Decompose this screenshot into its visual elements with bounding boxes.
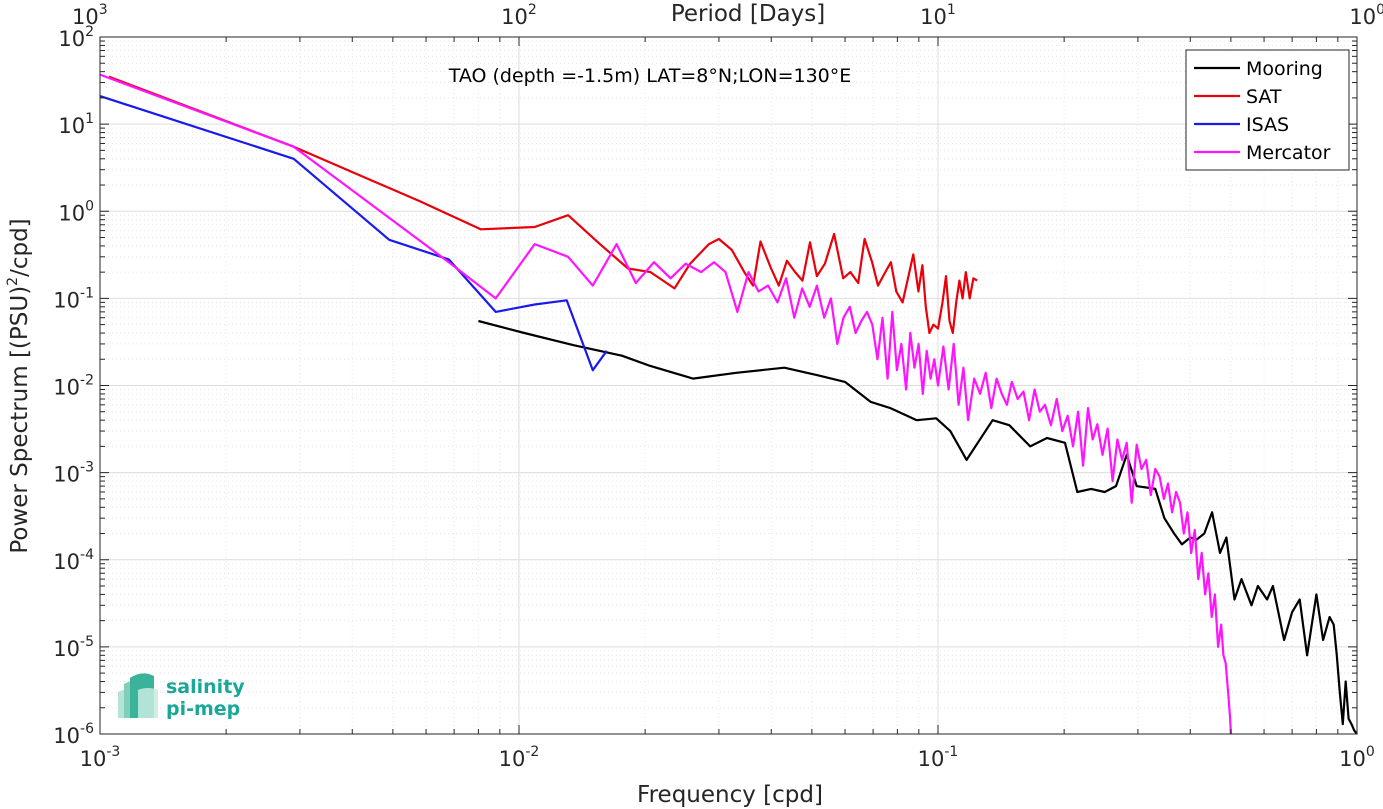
top-axis-title: Period [Days] bbox=[671, 1, 825, 27]
logo-text-line1: salinity bbox=[166, 676, 245, 698]
y-axis-title-unit: /cpd] bbox=[7, 218, 33, 277]
series-line-isas bbox=[99, 95, 608, 372]
series-layer bbox=[99, 73, 1358, 735]
x-tick-label-base: 10 bbox=[1339, 747, 1366, 771]
grid-lines bbox=[99, 37, 1357, 735]
y-tick-label-base: 10 bbox=[53, 550, 80, 574]
y-axis-title-main: Power Spectrum [(PSU) bbox=[7, 286, 33, 554]
logo-waves-icon bbox=[118, 673, 158, 718]
y-tick-label-base: 10 bbox=[53, 376, 80, 400]
y-tick-label-base: 10 bbox=[53, 724, 80, 748]
y-tick-label-base: 10 bbox=[58, 114, 85, 138]
legend-label-mooring: Mooring bbox=[1246, 58, 1323, 80]
x-tick-label-exponent: 0 bbox=[1366, 744, 1375, 760]
series-line-mercator bbox=[99, 73, 1232, 735]
y-tick-label-exponent: -4 bbox=[80, 547, 94, 563]
top-tick-label: 102 bbox=[501, 2, 537, 29]
logo-text-line2: pi-mep bbox=[166, 698, 240, 720]
x-tick-label-base: 10 bbox=[80, 747, 107, 771]
y-tick-label-base: 10 bbox=[53, 288, 80, 312]
top-tick-label: 103 bbox=[72, 2, 108, 29]
y-tick-label: 10-6 bbox=[53, 721, 94, 748]
y-tick-label-exponent: 1 bbox=[85, 111, 94, 127]
series-line-mooring bbox=[478, 319, 1358, 735]
y-axis-title: Power Spectrum [(PSU)2/cpd] bbox=[5, 218, 33, 553]
chart-title: TAO (depth =-1.5m) LAT=8°N;LON=130°E bbox=[448, 65, 852, 87]
y-tick-label-exponent: 0 bbox=[85, 198, 94, 214]
legend-box bbox=[1185, 49, 1350, 171]
top-tick-label-base: 10 bbox=[1349, 5, 1376, 29]
x-tick-label-exponent: -1 bbox=[944, 744, 958, 760]
y-axis-title-exponent: 2 bbox=[5, 277, 21, 286]
x-tick-label-base: 10 bbox=[918, 747, 945, 771]
series-line-sat bbox=[108, 75, 978, 335]
x-tick-label-exponent: -2 bbox=[525, 744, 539, 760]
y-tick-label-exponent: -2 bbox=[80, 373, 94, 389]
y-tick-label: 10-2 bbox=[53, 373, 94, 400]
top-tick-label-exponent: 3 bbox=[99, 2, 108, 18]
y-tick-label: 10-3 bbox=[53, 460, 94, 487]
top-tick-label-exponent: 0 bbox=[1376, 2, 1383, 18]
y-tick-label-base: 10 bbox=[53, 637, 80, 661]
top-tick-label: 100 bbox=[1349, 2, 1383, 29]
y-tick-label: 10-4 bbox=[53, 547, 94, 574]
top-tick-label-base: 10 bbox=[501, 5, 528, 29]
y-tick-label: 10-5 bbox=[53, 634, 94, 661]
y-tick-label-base: 10 bbox=[58, 201, 85, 225]
x-tick-label: 10-2 bbox=[499, 744, 540, 771]
axis-ticks bbox=[99, 37, 1357, 735]
top-tick-label-base: 10 bbox=[72, 5, 99, 29]
y-tick-label-exponent: 2 bbox=[85, 24, 94, 40]
y-tick-label: 102 bbox=[58, 24, 94, 51]
x-tick-label: 10-1 bbox=[918, 744, 959, 771]
x-tick-label-exponent: -3 bbox=[106, 744, 120, 760]
salinity-pi-mep-logo: salinity pi-mep bbox=[118, 673, 245, 720]
x-tick-label-base: 10 bbox=[499, 747, 526, 771]
top-tick-label-base: 10 bbox=[920, 5, 947, 29]
legend: Mooring SAT ISAS Mercator bbox=[1185, 49, 1350, 171]
y-tick-label: 100 bbox=[58, 198, 94, 225]
y-tick-label-exponent: -1 bbox=[80, 285, 94, 301]
x-axis-title: Frequency [cpd] bbox=[637, 782, 823, 808]
x-tick-label: 100 bbox=[1339, 744, 1375, 771]
top-tick-label: 101 bbox=[920, 2, 956, 29]
y-tick-label: 10-1 bbox=[53, 285, 94, 312]
y-tick-label-exponent: -3 bbox=[80, 460, 94, 476]
tick-labels: 10-3 10-2 10-1 10010-610-510-410-310-210-11… bbox=[53, 2, 1383, 771]
y-tick-label: 101 bbox=[58, 111, 94, 138]
legend-label-sat: SAT bbox=[1246, 86, 1282, 108]
legend-label-mercator: Mercator bbox=[1246, 142, 1331, 164]
x-tick-label: 10-3 bbox=[80, 744, 121, 771]
y-tick-label-base: 10 bbox=[53, 463, 80, 487]
y-tick-label-base: 10 bbox=[58, 27, 85, 51]
top-tick-label-exponent: 1 bbox=[947, 2, 956, 18]
y-tick-label-exponent: -5 bbox=[80, 634, 94, 650]
top-tick-label-exponent: 2 bbox=[528, 2, 537, 18]
legend-label-isas: ISAS bbox=[1246, 114, 1289, 136]
y-tick-label-exponent: -6 bbox=[80, 721, 94, 737]
